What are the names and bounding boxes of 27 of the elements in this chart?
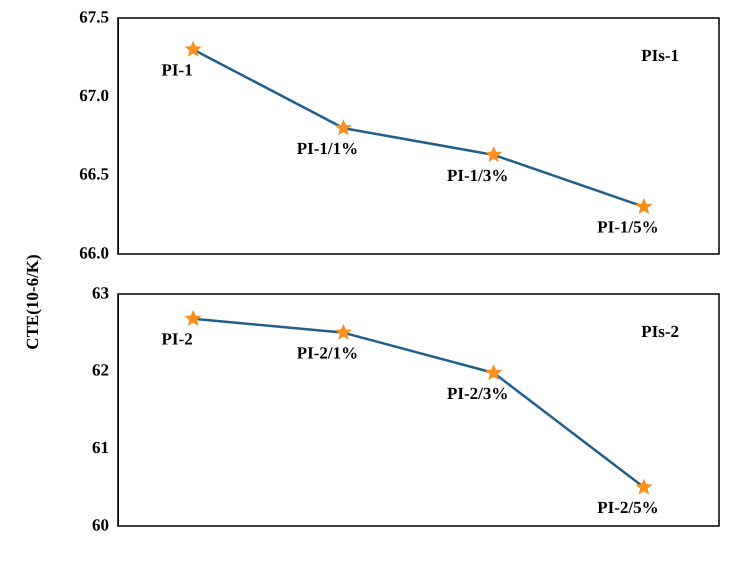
x-tick-label: PI-1/3% [446, 166, 508, 185]
point [635, 478, 652, 495]
y-tick-label: 66.5 [79, 164, 109, 184]
point [635, 198, 652, 214]
annotation: PIs-2 [641, 322, 679, 341]
y-tick-label: 66.0 [79, 243, 109, 262]
y-tick-label: 63 [92, 283, 109, 302]
point [184, 310, 202, 326]
point [184, 40, 202, 57]
point [485, 364, 502, 380]
y-tick-label: 62 [92, 360, 109, 380]
annotation: PIs-1 [641, 46, 679, 65]
x-tick-label: PI-2 [162, 330, 193, 349]
point [334, 324, 352, 340]
x-tick-label: PI-2/1% [296, 344, 358, 363]
y-tick-label: 61 [92, 438, 109, 458]
x-tick-label: PI-2/3% [446, 384, 508, 403]
point [485, 146, 502, 162]
y-axis-title: CTE(10-6/K) [23, 253, 43, 352]
y-tick-label: 67.5 [79, 7, 109, 26]
point [334, 119, 352, 136]
x-tick-label: PI-1/5% [597, 218, 659, 237]
x-tick-label: PI-2/5% [597, 498, 659, 518]
x-tick-label: PI-1 [162, 60, 193, 80]
x-tick-label: PI-1/1% [296, 139, 358, 158]
y-tick-label: 60 [92, 515, 109, 534]
y-tick-label: 67.0 [79, 86, 109, 106]
